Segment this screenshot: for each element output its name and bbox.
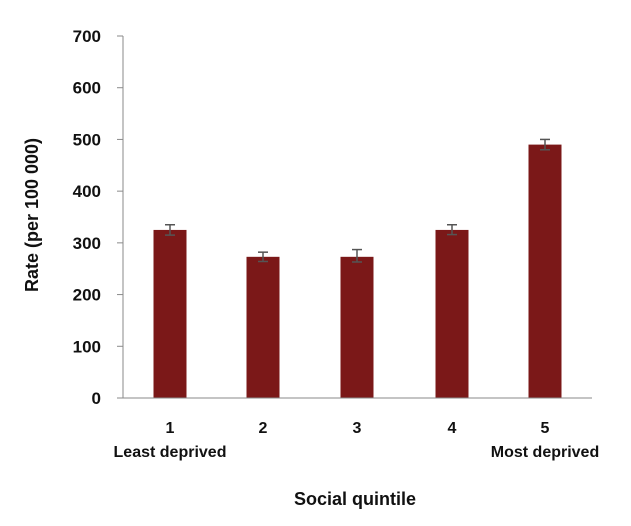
y-tick-label: 600 bbox=[73, 79, 101, 98]
y-tick-label: 500 bbox=[73, 130, 101, 149]
bar-quintile-1 bbox=[153, 229, 187, 398]
x-tick-label: 2 bbox=[259, 420, 268, 437]
bar-quintile-5 bbox=[528, 144, 562, 398]
bar-quintile-4 bbox=[435, 229, 469, 398]
x-axis: 1 Least deprived 2 3 4 5 Most deprived bbox=[114, 397, 599, 461]
x-tick-label: 4 bbox=[448, 420, 457, 437]
bars bbox=[153, 138, 562, 398]
y-axis-title: Rate (per 100 000) bbox=[22, 138, 42, 292]
x-tick-label: 5 bbox=[541, 420, 550, 437]
y-tick-label: 300 bbox=[73, 234, 101, 253]
x-tick-label: 3 bbox=[353, 420, 362, 437]
bar-quintile-2 bbox=[246, 256, 280, 398]
x-tick-label: 1 bbox=[166, 420, 175, 437]
y-tick-label: 0 bbox=[92, 389, 101, 408]
x-sublabel: Most deprived bbox=[491, 444, 599, 461]
bar-quintile-3 bbox=[340, 256, 374, 398]
y-tick-label: 200 bbox=[73, 286, 101, 305]
y-tick-label: 700 bbox=[73, 27, 101, 46]
x-sublabel: Least deprived bbox=[114, 444, 227, 461]
y-tick-label: 100 bbox=[73, 337, 101, 356]
y-tick-label: 400 bbox=[73, 182, 101, 201]
x-axis-title: Social quintile bbox=[294, 489, 416, 509]
y-axis: 0 100 200 300 400 500 600 700 bbox=[73, 27, 124, 408]
